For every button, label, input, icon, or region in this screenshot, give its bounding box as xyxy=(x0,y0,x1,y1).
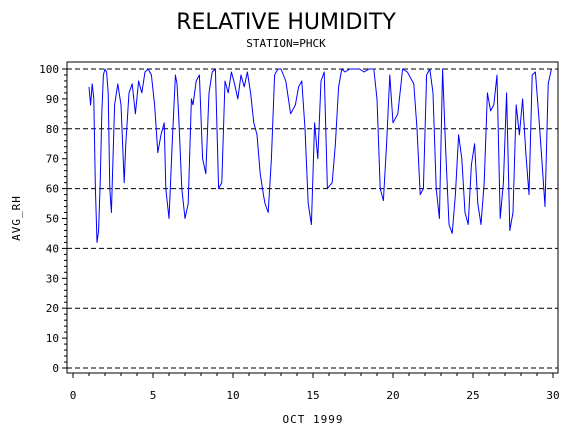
x-tick-label: 25 xyxy=(466,389,479,402)
y-tick-label: 40 xyxy=(46,242,59,255)
y-tick-label: 20 xyxy=(46,302,59,315)
x-tick-label: 5 xyxy=(150,389,157,402)
x-tick-label: 10 xyxy=(226,389,239,402)
y-tick-label: 0 xyxy=(52,362,59,375)
data-series xyxy=(88,68,552,243)
y-tick-label: 50 xyxy=(46,213,59,226)
y-tick-label: 90 xyxy=(46,93,59,106)
y-tick-label: 80 xyxy=(46,123,59,136)
x-axis: 0 5 10 15 20 25 30 xyxy=(70,373,560,402)
series-line-avg-rh xyxy=(88,68,552,243)
y-tick-label: 100 xyxy=(39,63,59,76)
x-tick-label: 15 xyxy=(306,389,319,402)
x-tick-label: 0 xyxy=(70,389,77,402)
x-tick-label: 30 xyxy=(546,389,559,402)
y-tick-label: 10 xyxy=(46,332,59,345)
gridlines xyxy=(67,68,558,369)
y-tick-label: 60 xyxy=(46,183,59,196)
chart-subtitle: STATION=PHCK xyxy=(246,37,326,50)
y-tick-label: 30 xyxy=(46,272,59,285)
y-tick-label: 70 xyxy=(46,153,59,166)
chart-title: RELATIVE HUMIDITY xyxy=(176,10,396,35)
y-axis: 0 10 20 30 40 50 60 70 80 90 100 xyxy=(39,63,67,375)
x-tick-label: 20 xyxy=(386,389,399,402)
y-axis-label: AVG_RH xyxy=(10,195,23,241)
x-axis-label: OCT 1999 xyxy=(283,413,344,426)
plot-frame xyxy=(66,61,559,374)
